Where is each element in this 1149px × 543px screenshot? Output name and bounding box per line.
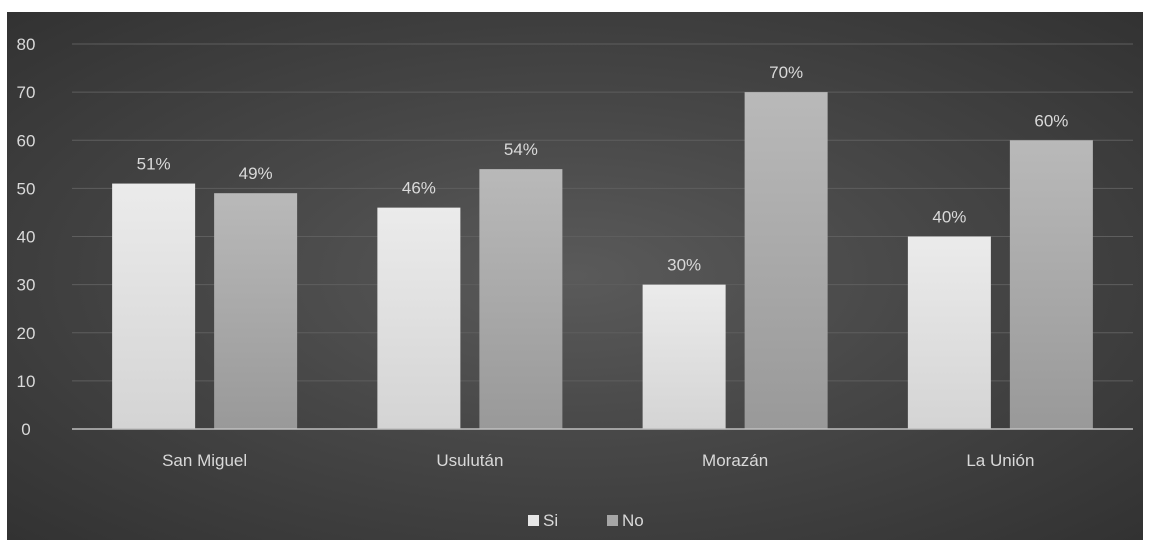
bar-chart: 0 10 20 30 40 50 60 70 80 51% 49% 46% 54% 30% 70% 40% 6… bbox=[17, 35, 1133, 530]
data-label-no-san-miguel: 49% bbox=[239, 164, 273, 183]
legend-label-si: Si bbox=[543, 511, 558, 530]
bar-si-usulutan bbox=[377, 207, 461, 429]
y-tick-label-60: 60 bbox=[17, 131, 36, 150]
bars bbox=[112, 92, 1093, 429]
bar-si-la-union bbox=[907, 236, 991, 429]
bar-no-la-union bbox=[1009, 140, 1093, 429]
legend-swatch-si bbox=[528, 515, 539, 526]
bar-si-san-miguel bbox=[112, 183, 196, 429]
category-label-la-union: La Unión bbox=[966, 451, 1034, 470]
y-tick-label-40: 40 bbox=[17, 228, 36, 247]
data-label-si-usulutan: 46% bbox=[402, 179, 436, 198]
data-label-no-morazan: 70% bbox=[769, 63, 803, 82]
category-label-morazan: Morazán bbox=[702, 451, 768, 470]
legend-swatch-no bbox=[607, 515, 618, 526]
y-tick-label-80: 80 bbox=[17, 35, 36, 54]
category-label-san-miguel: San Miguel bbox=[162, 451, 247, 470]
chart-frame: 0 10 20 30 40 50 60 70 80 51% 49% 46% 54% 30% 70% 40% 6… bbox=[7, 12, 1143, 540]
data-labels: 51% 49% 46% 54% 30% 70% 40% 60% bbox=[137, 63, 1069, 275]
bar-si-morazan bbox=[642, 284, 726, 429]
data-label-no-la-union: 60% bbox=[1034, 111, 1068, 130]
y-tick-label-30: 30 bbox=[17, 276, 36, 295]
data-label-no-usulutan: 54% bbox=[504, 140, 538, 159]
y-tick-label-20: 20 bbox=[17, 324, 36, 343]
data-label-si-morazan: 30% bbox=[667, 256, 701, 275]
y-tick-label-0: 0 bbox=[21, 420, 30, 439]
y-tick-label-10: 10 bbox=[17, 372, 36, 391]
y-tick-label-50: 50 bbox=[17, 179, 36, 198]
data-label-si-la-union: 40% bbox=[932, 208, 966, 227]
bar-no-usulutan bbox=[479, 169, 563, 429]
y-axis-tick-labels: 0 10 20 30 40 50 60 70 80 bbox=[17, 35, 36, 439]
data-label-si-san-miguel: 51% bbox=[137, 155, 171, 174]
category-label-usulutan: Usulután bbox=[436, 451, 503, 470]
legend-label-no: No bbox=[622, 511, 644, 530]
y-tick-label-70: 70 bbox=[17, 83, 36, 102]
x-axis-category-labels: San Miguel Usulután Morazán La Unión bbox=[162, 451, 1034, 470]
bar-no-morazan bbox=[744, 92, 828, 429]
bar-no-san-miguel bbox=[214, 193, 298, 429]
legend: Si No bbox=[528, 511, 644, 530]
